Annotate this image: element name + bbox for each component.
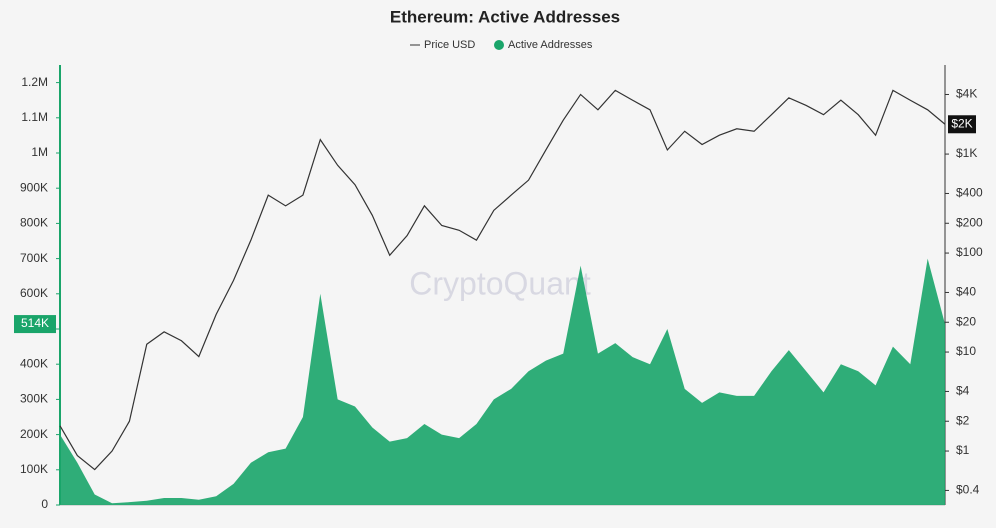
y-tick-label: 400K [20,356,48,370]
y-tick-label: 1M [31,145,48,159]
watermark: CryptoQuant [409,265,591,301]
y2-tick-label: $200 [956,215,983,229]
legend-label: Active Addresses [508,39,593,51]
current-badge [948,115,976,134]
current-label: 514K [21,316,49,330]
y2-tick-label: $0.4 [956,483,980,497]
y2-tick-label: $400 [956,186,983,200]
address-area [60,258,945,505]
y2-tick-label: $2 [956,413,970,427]
y-tick-label: 0 [41,497,48,511]
price-line [59,89,946,471]
y-tick-label: 1.1M [21,110,48,124]
y-tick-label: 700K [20,251,48,265]
y2-tick-label: $20 [956,314,976,328]
y-tick-label: 300K [20,392,48,406]
y-tick-label: 100K [20,462,48,476]
y2-tick-label: $4K [956,87,977,101]
chart-title: Ethereum: Active Addresses [390,7,620,26]
current-label: $2K [951,116,972,130]
y2-tick-label: $40 [956,285,976,299]
y2-tick-label: $100 [956,245,983,259]
y-tick-label: 900K [20,180,48,194]
y2-tick-label: $4 [956,384,970,398]
y2-tick-label: $10 [956,344,976,358]
y-tick-label: 200K [20,427,48,441]
legend-label: Price USD [424,39,475,51]
y-tick-label: 800K [20,216,48,230]
y-tick-label: 600K [20,286,48,300]
legend-dot [494,40,504,50]
y-tick-label: 1.2M [21,75,48,89]
current-badge [14,315,56,334]
y2-tick-label: $1 [956,443,970,457]
y2-tick-label: $1K [956,146,977,160]
